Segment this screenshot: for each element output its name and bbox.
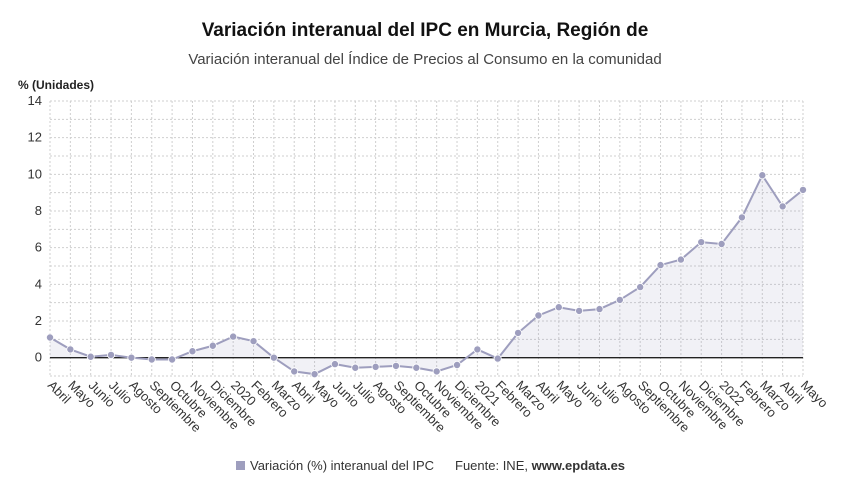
chart-subtitle: Variación interanual del Índice de Preci… [188,51,662,68]
data-point [127,353,136,362]
data-point [595,305,604,314]
data-point [46,333,55,342]
data-point [351,363,360,372]
y-tick-label: 4 [35,276,42,291]
data-point [107,350,116,359]
data-point [778,202,787,211]
data-point [147,355,156,364]
data-point [758,171,767,180]
data-point [412,363,421,372]
data-point [534,311,543,320]
y-tick-label: 0 [35,350,42,365]
source-credit: Fuente: INE, www.epdata.es [455,458,625,473]
data-point [371,362,380,371]
data-point [615,295,624,304]
data-point [676,255,685,264]
data-point [229,332,238,341]
legend-label: Variación (%) interanual del IPC [250,458,435,473]
y-tick-label: 14 [28,93,42,108]
data-point [554,303,563,312]
data-point [188,347,197,356]
y-tick-label: 8 [35,203,42,218]
y-tick-label: 10 [28,166,42,181]
source-site: www.epdata.es [531,458,626,473]
data-point [249,337,258,346]
data-point [208,341,217,350]
data-point [737,213,746,222]
data-point [717,239,726,248]
y-tick-label: 12 [28,130,42,145]
legend-swatch [236,461,245,470]
y-tick-label: 2 [35,313,42,328]
data-point [656,261,665,270]
data-point [310,370,319,379]
data-point [391,361,400,370]
y-tick-label: 6 [35,240,42,255]
data-point [493,354,502,363]
source-prefix: Fuente: INE, [455,458,532,473]
data-point [575,306,584,315]
legend: Variación (%) interanual del IPC [236,458,434,473]
data-point [86,352,95,361]
data-point [636,283,645,292]
data-point [66,345,75,354]
data-point [453,360,462,369]
data-point [168,355,177,364]
data-point [473,345,482,354]
data-point [432,367,441,376]
data-point [269,353,278,362]
data-point [799,185,808,194]
data-point [697,238,706,247]
chart-title: Variación interanual del IPC en Murcia, … [201,20,649,41]
y-axis-label: % (Unidades) [18,78,95,92]
data-point [514,328,523,337]
series-area [50,175,803,375]
data-point [290,367,299,376]
data-point [330,360,339,369]
